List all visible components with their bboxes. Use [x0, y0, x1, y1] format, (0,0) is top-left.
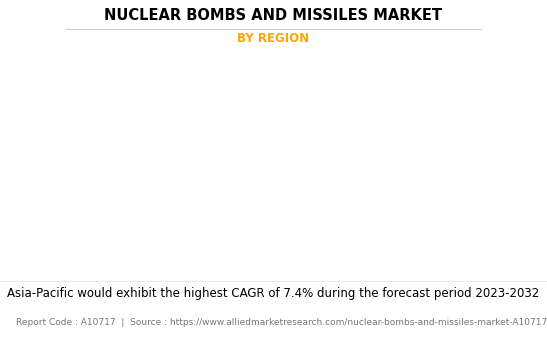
Text: BY REGION: BY REGION: [237, 32, 310, 45]
Text: Report Code : A10717  |  Source : https://www.alliedmarketresearch.com/nuclear-b: Report Code : A10717 | Source : https://…: [16, 318, 547, 327]
Text: Asia-Pacific would exhibit the highest CAGR of 7.4% during the forecast period 2: Asia-Pacific would exhibit the highest C…: [7, 287, 540, 300]
Text: NUCLEAR BOMBS AND MISSILES MARKET: NUCLEAR BOMBS AND MISSILES MARKET: [104, 8, 443, 23]
